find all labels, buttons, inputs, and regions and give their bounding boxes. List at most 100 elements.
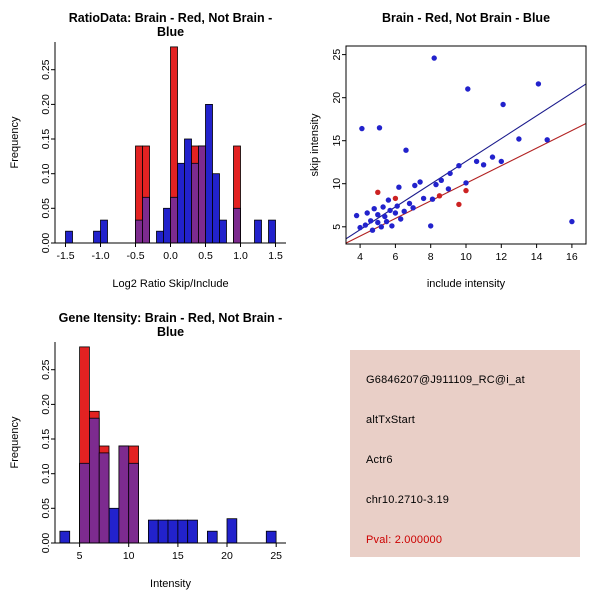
blue-scatter-point <box>544 137 550 143</box>
x-tick-label: 12 <box>495 251 507 263</box>
blue-scatter-point <box>429 196 436 202</box>
intensity-scatter-chart: 4 6 8 10 12 14 16 5 10 15 20 25 include intensity ski… <box>300 0 600 300</box>
y-tick-label: 0.00 <box>40 533 52 554</box>
intensity-scatter-svg: 4 6 8 10 12 14 16 5 10 15 20 25 include intensity ski… <box>309 45 587 290</box>
blue-scatter-point <box>463 180 469 186</box>
overlap-histogram-bar <box>233 207 241 244</box>
x-tick-label: 1.5 <box>268 250 283 262</box>
y-axis-title: skip intensity <box>309 113 321 176</box>
x-tick-label: 4 <box>357 251 363 263</box>
ratio-histogram-svg: -1.5 -1.0 -0.5 0.0 0.5 1.0 1.5 0.00 0.05 0.10 0.15… <box>9 42 286 290</box>
x-tick-label: 15 <box>172 550 184 562</box>
blue-scatter-point <box>396 184 402 190</box>
blue-scatter-point <box>389 223 395 229</box>
overlap-histogram-bar <box>98 452 110 544</box>
x-tick-label: 25 <box>270 550 282 562</box>
blue-histogram-bar <box>268 219 276 244</box>
x-tick-label: -0.5 <box>126 250 144 262</box>
genomic-location: chr10.2710-3.19 <box>366 494 450 506</box>
ratio-histogram-chart: -1.5 -1.0 -0.5 0.0 0.5 1.0 1.5 0.00 0.05 0.10 0.15… <box>0 0 300 300</box>
y-tick-label: 0.25 <box>40 59 52 80</box>
overlap-histogram-bar <box>198 145 206 244</box>
blue-histogram-bar <box>59 530 71 544</box>
blue-histogram-bar <box>254 219 262 244</box>
y-tick-label: 0.10 <box>40 163 52 184</box>
blue-histogram-bar <box>93 230 101 244</box>
blue-scatter-point <box>359 125 365 132</box>
blue-scatter-point <box>378 224 384 230</box>
y-tick-label: 0.05 <box>40 198 52 219</box>
blue-scatter-point <box>428 223 434 229</box>
x-tick-label: 1.0 <box>233 250 248 262</box>
blue-scatter-point <box>357 224 363 231</box>
blue-scatter-point <box>392 210 399 216</box>
gene-intensity-histogram-panel: Gene Itensity: Brain - Red, Not Brain - … <box>0 300 300 600</box>
blue-scatter-point <box>368 218 374 224</box>
overlap-histogram-bar <box>135 219 143 244</box>
blue-scatter-point <box>406 200 413 207</box>
y-tick-label: 15 <box>331 135 343 147</box>
gene-intensity-histogram-svg: 5 10 15 20 25 0.00 0.05 0.10 0.15 0.20 0.25 Intensi… <box>9 342 286 590</box>
event-info-panel: G6846207@J911109_RC@i_at altTxStart Actr… <box>300 300 600 600</box>
x-tick-label: -1.0 <box>91 250 109 262</box>
blue-scatter-point <box>380 204 386 210</box>
x-axis-title: Log2 Ratio Skip/Include <box>112 278 228 290</box>
blue-histogram-bar <box>219 219 227 244</box>
blue-scatter-point <box>569 218 575 225</box>
blue-histogram-bar <box>156 230 164 244</box>
x-tick-label: 14 <box>531 251 543 263</box>
blue-scatter-point <box>412 182 418 189</box>
blue-histogram-bar <box>177 519 189 544</box>
blue-scatter-point <box>401 208 407 214</box>
blue-scatter-point <box>516 136 522 142</box>
blue-scatter-point <box>438 177 444 183</box>
blue-scatter-point <box>445 186 452 192</box>
blue-scatter-point <box>382 213 388 220</box>
red-scatter-point <box>392 195 399 202</box>
blue-scatter-point <box>376 125 383 131</box>
gene-intensity-histogram-chart: 5 10 15 20 25 0.00 0.05 0.10 0.15 0.20 0.25 Intensi… <box>0 300 300 600</box>
x-tick-label: 16 <box>566 251 578 263</box>
red-scatter-point <box>463 187 469 194</box>
x-axis-title: include intensity <box>427 278 506 290</box>
x-tick-label: -1.5 <box>56 250 74 262</box>
blue-histogram-bar <box>205 104 213 244</box>
blue-histogram-bar <box>100 219 108 244</box>
blue-scatter-point <box>420 195 427 202</box>
y-tick-label: 0.05 <box>40 498 52 519</box>
blue-histogram-bar <box>167 519 179 544</box>
blue-scatter-point <box>410 205 416 211</box>
blue-scatter-point <box>353 212 360 219</box>
y-tick-label: 0.15 <box>40 129 52 150</box>
y-tick-label: 0.10 <box>40 463 52 484</box>
blue-scatter-point <box>473 158 480 165</box>
blue-histogram-bar <box>226 518 238 544</box>
x-tick-label: 10 <box>123 550 135 562</box>
overlap-histogram-bar <box>118 445 130 544</box>
overlap-histogram-bar <box>79 462 90 544</box>
y-tick-label: 0.20 <box>40 394 52 415</box>
blue-histogram-bar <box>65 230 73 244</box>
overlap-histogram-bar <box>191 162 199 244</box>
blue-scatter-point <box>375 212 381 218</box>
blue-scatter-point <box>433 181 439 188</box>
intensity-scatter-panel: Brain - Red, Not Brain - Blue 4 6 8 10 12 14 1… <box>300 0 600 300</box>
red-scatter-point <box>456 201 462 208</box>
blue-histogram-bar <box>177 162 185 244</box>
blue-histogram-bar <box>206 530 218 544</box>
blue-histogram-bar <box>212 173 220 244</box>
blue-scatter-point <box>535 81 542 87</box>
x-tick-label: 5 <box>77 550 83 562</box>
blue-scatter-point <box>489 154 496 160</box>
red-scatter-point <box>436 193 443 199</box>
ratio-histogram-title: RatioData: Brain - Red, Not Brain - Blue <box>68 11 273 39</box>
x-tick-label: 20 <box>221 550 233 562</box>
blue-histogram-bar <box>163 207 171 244</box>
blue-histogram-bar <box>265 530 277 544</box>
blue-scatter-point <box>465 86 471 92</box>
x-tick-label: 6 <box>392 251 398 263</box>
y-tick-label: 0.20 <box>40 94 52 115</box>
blue-scatter-point <box>383 218 390 225</box>
blue-scatter-point <box>498 158 504 165</box>
blue-scatter-point <box>375 219 381 226</box>
